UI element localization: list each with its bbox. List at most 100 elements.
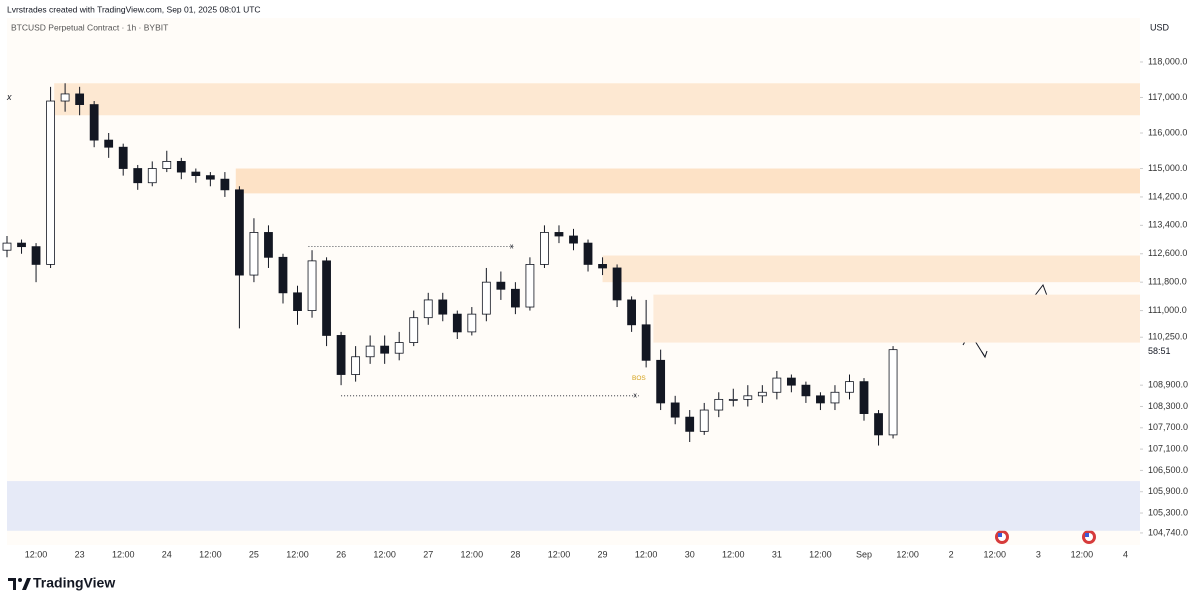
candle-body: [888, 349, 898, 436]
candle-body: [714, 398, 724, 411]
y-tick-label: 116,000.0: [1148, 127, 1187, 137]
candle-body: [2, 242, 12, 251]
x-tick-label: Sep: [856, 549, 872, 559]
candle-body: [293, 292, 302, 311]
candle-body: [496, 281, 506, 290]
candle-body: [89, 104, 99, 141]
zone: [54, 83, 1140, 116]
candle-body: [380, 345, 390, 354]
y-tick-label: 107,100.0: [1148, 443, 1188, 453]
candle-body: [757, 391, 767, 397]
x-tick-label: 12:00: [373, 549, 396, 559]
candle-body: [423, 299, 433, 319]
candle-body: [772, 377, 782, 393]
y-tick-label: 106,500.0: [1148, 465, 1188, 475]
x-tick-label: 23: [75, 549, 85, 559]
x-tick-label: 2: [949, 549, 954, 559]
x-tick-label: 12:00: [461, 549, 484, 559]
candle-body: [365, 345, 375, 358]
y-tick-label: 104,740.0: [1148, 527, 1188, 537]
x-tick-label: 12:00: [896, 549, 919, 559]
y-tick-label: 113,400.0: [1148, 220, 1187, 230]
candle-body: [17, 242, 26, 248]
x-tick-label: 27: [423, 549, 433, 559]
x-tick-label: 31: [772, 549, 782, 559]
y-tick-label: 107,700.0: [1148, 422, 1188, 432]
candle-body: [438, 299, 448, 315]
candle-body: [307, 260, 317, 311]
y-tick-label: 105,900.0: [1148, 486, 1188, 496]
candle-body: [583, 242, 593, 265]
candle-body: [699, 409, 709, 432]
candle-body: [481, 281, 491, 315]
candle-body: [249, 232, 259, 276]
y-tick-label: 112,600.0: [1148, 248, 1187, 258]
candle-body: [75, 93, 85, 105]
x-tick-label: 12:00: [1071, 549, 1094, 559]
x-tick-label: 4: [1123, 549, 1128, 559]
zone: [235, 168, 1141, 194]
x-tick-label: 25: [249, 549, 259, 559]
x-tick-label: 12:00: [548, 549, 571, 559]
y-tick-label: 118,000.0: [1148, 56, 1187, 66]
candle-body: [641, 324, 651, 361]
y-tick-label: 105,300.0: [1148, 507, 1188, 517]
candle-body: [569, 235, 578, 244]
countdown: 58:51: [1148, 346, 1171, 356]
zone: [7, 481, 1140, 531]
candle-body: [627, 299, 636, 326]
drawing-arrowhead: [981, 350, 988, 359]
candle-body: [118, 146, 128, 169]
x-tick-label: 12:00: [25, 549, 48, 559]
candle-body: [786, 377, 796, 386]
candle-body: [104, 139, 114, 148]
candle-body: [525, 264, 535, 308]
candle-body: [176, 161, 186, 173]
candle-body: [162, 161, 172, 169]
x-tick-label: 12:00: [199, 549, 222, 559]
candle-body: [147, 168, 157, 184]
candle-body: [133, 168, 143, 184]
x-tick-label: 26: [336, 549, 346, 559]
candle-body: [743, 395, 753, 400]
candle-body: [859, 381, 869, 414]
candle-body: [205, 175, 215, 180]
candle-body: [874, 413, 883, 436]
candle-body: [60, 93, 70, 102]
candle-body: [685, 416, 695, 432]
candle-body: [322, 260, 331, 336]
candle-body: [656, 359, 666, 404]
candle-body: [845, 381, 854, 393]
flag-icon[interactable]: [1082, 530, 1096, 544]
candle-body: [452, 313, 462, 333]
logo[interactable]: [8, 578, 31, 590]
currency-box[interactable]: [1143, 18, 1193, 38]
x-tick-label: 12:00: [286, 549, 309, 559]
level-label: x: [633, 393, 637, 400]
x-tick-label: 29: [598, 549, 608, 559]
x-tick-label: 24: [162, 549, 172, 559]
candle-body: [830, 391, 840, 404]
y-tick-label: 117,000.0: [1148, 92, 1187, 102]
y-tick-label: 108,900.0: [1148, 380, 1188, 390]
x-tick-label: 12:00: [635, 549, 658, 559]
candle-body: [220, 178, 230, 191]
candle-body: [191, 171, 201, 177]
symbol: BTCUSD Perpetual Contract · 1h · BYBIT: [11, 22, 168, 32]
candle-body: [728, 398, 738, 401]
x-tick-label: 3: [1036, 549, 1041, 559]
candle-body: [511, 288, 520, 308]
candle-body: [540, 232, 549, 265]
currency[interactable]: USD: [1150, 22, 1170, 32]
y-tick-label: 115,000.0: [1148, 163, 1187, 173]
candle-body: [612, 267, 622, 301]
candle-body: [670, 402, 680, 418]
brand[interactable]: TradingView: [33, 575, 115, 591]
candle-body: [336, 335, 346, 375]
zone: [602, 255, 1140, 283]
flag-icon[interactable]: [995, 530, 1009, 544]
candle-body: [816, 395, 825, 404]
annotation: BOS: [632, 375, 646, 382]
candle-body: [409, 317, 419, 343]
